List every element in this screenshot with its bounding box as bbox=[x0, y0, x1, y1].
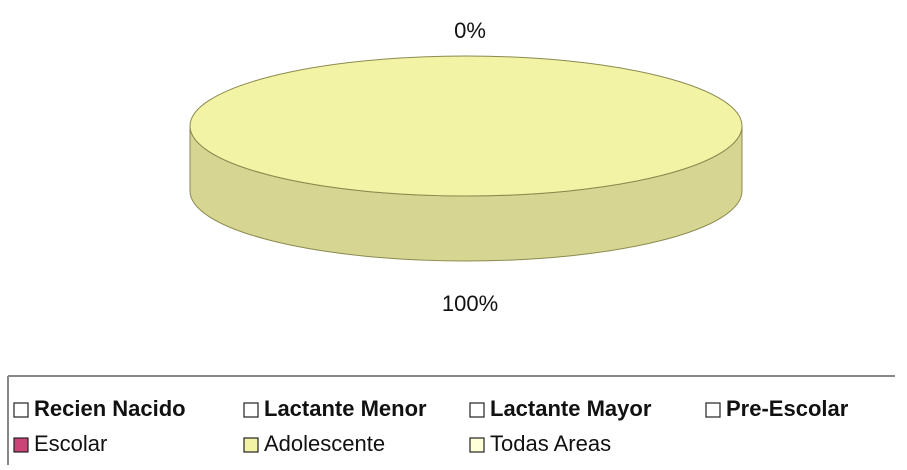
legend-swatch bbox=[243, 437, 259, 453]
pie-slice bbox=[189, 55, 743, 197]
legend-swatch bbox=[705, 402, 721, 418]
legend-swatch bbox=[243, 402, 259, 418]
legend-label: Escolar bbox=[34, 431, 107, 456]
data-label: 0% bbox=[454, 18, 486, 43]
legend-label: Todas Areas bbox=[490, 431, 611, 456]
legend-swatch bbox=[469, 402, 485, 418]
legend-label: Pre-Escolar bbox=[726, 396, 849, 421]
legend-label: Recien Nacido bbox=[34, 396, 186, 421]
legend-label: Adolescente bbox=[264, 431, 385, 456]
legend-swatch bbox=[469, 437, 485, 453]
legend-swatch bbox=[13, 402, 29, 418]
legend-label: Lactante Mayor bbox=[490, 396, 652, 421]
legend-swatch bbox=[13, 437, 29, 453]
data-label: 100% bbox=[442, 291, 498, 316]
legend-label: Lactante Menor bbox=[264, 396, 427, 421]
